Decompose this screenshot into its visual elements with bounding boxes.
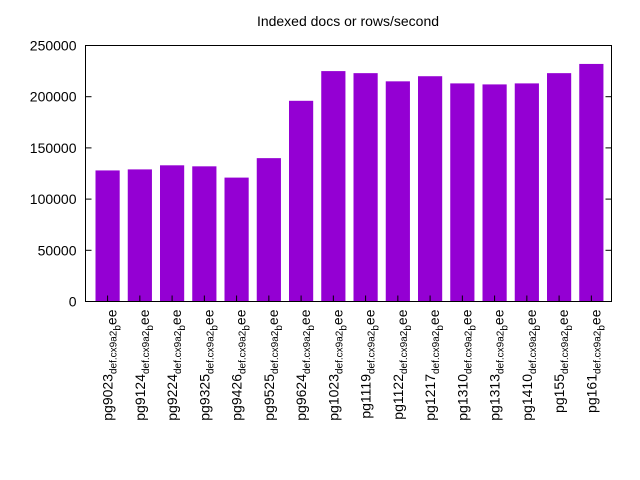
bar: [95, 170, 120, 302]
x-tick-label: pg1023def.cx9a2bee: [325, 309, 349, 420]
y-tick-label: 200000: [30, 89, 77, 105]
bar: [418, 76, 443, 302]
x-tick-label: pg9325def.cx9a2bee: [196, 309, 220, 420]
chart-title: Indexed docs or rows/second: [257, 13, 439, 29]
bar: [289, 100, 314, 302]
y-tick-label: 150000: [30, 140, 77, 156]
x-tick-label: pg1310def.cx9a2bee: [454, 309, 478, 420]
bar: [224, 177, 249, 302]
bar: [547, 73, 572, 302]
bar: [160, 165, 185, 302]
bar: [127, 169, 152, 302]
y-tick-label: 100000: [30, 191, 77, 207]
bar: [482, 84, 507, 302]
bar: [514, 83, 539, 302]
y-tick-label: 0: [69, 294, 77, 310]
x-tick-label: pg1119def.cx9a2bee: [358, 309, 382, 418]
y-tick-label: 50000: [38, 242, 77, 258]
bar: [385, 81, 410, 302]
y-axis: 0 50000 100000 150000 200000 250000: [30, 38, 612, 310]
x-tick-label: pg1313def.cx9a2bee: [487, 309, 511, 420]
x-tick-label: pg9224def.cx9a2bee: [164, 309, 188, 420]
bar: [321, 71, 346, 302]
bar: [579, 63, 604, 302]
x-tick-label: pg9124def.cx9a2bee: [132, 309, 156, 420]
x-tick-label: pg9525def.cx9a2bee: [261, 309, 285, 420]
x-axis: pg9023def.cx9a2bee pg9124def.cx9a2bee pg92…: [100, 295, 607, 421]
x-tick-label: pg9023def.cx9a2bee: [100, 309, 124, 420]
x-tick-label: pg9426def.cx9a2bee: [229, 309, 253, 420]
x-tick-label: pg155def.cx9a2bee: [551, 309, 575, 413]
bar: [192, 166, 217, 302]
x-tick-label: pg161def.cx9a2bee: [583, 309, 607, 413]
bar: [450, 83, 475, 302]
plot-frame: [85, 45, 612, 302]
x-tick-label: pg1217def.cx9a2bee: [422, 309, 446, 420]
bars-group: [95, 63, 604, 302]
y-tick-label: 250000: [30, 38, 77, 54]
x-tick-label: pg9624def.cx9a2bee: [293, 309, 317, 420]
bar: [353, 73, 378, 302]
x-tick-label: pg1122def.cx9a2bee: [390, 309, 414, 419]
bar: [256, 158, 281, 302]
x-tick-label: pg1410def.cx9a2bee: [519, 309, 543, 420]
